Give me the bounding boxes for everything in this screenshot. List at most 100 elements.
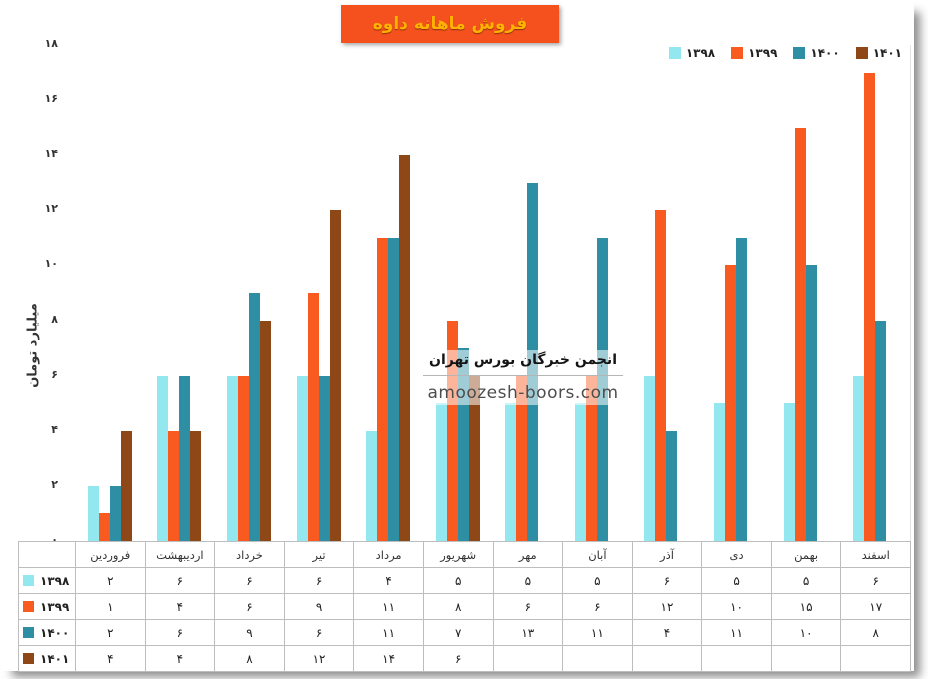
bar (157, 375, 169, 541)
bar (399, 155, 411, 541)
table-cell: ۶ (215, 568, 285, 594)
series-label: ۱۳۹۸ (19, 568, 76, 594)
month-header: اسفند (841, 542, 911, 568)
table-cell: ۶ (841, 568, 911, 594)
table-cell: ۴ (354, 568, 424, 594)
bar (574, 403, 586, 541)
legend-label: ۱۴۰۱ (872, 46, 902, 60)
bar (805, 265, 817, 541)
table-cell: ۹ (284, 594, 355, 620)
table-cell (771, 646, 842, 672)
table-cell: ۶ (215, 594, 285, 620)
table-cell (702, 646, 772, 672)
y-tick-label: ۰ (51, 533, 58, 546)
watermark-org-text: انجمن خبرگان بورس تهران (429, 352, 617, 368)
bar (120, 430, 132, 541)
y-axis-title: میلیارد تومان (25, 303, 41, 388)
bar (366, 430, 378, 541)
table-cell: ۱۷ (841, 594, 911, 620)
bar (468, 375, 480, 541)
series-swatch (23, 627, 34, 638)
table-cell: ۴ (145, 594, 216, 620)
table-corner (19, 542, 76, 568)
bar (783, 403, 795, 541)
bar (516, 375, 528, 541)
month-header: مرداد (354, 542, 424, 568)
legend-item: ۱۳۹۸ (668, 46, 716, 60)
series-swatch (23, 575, 34, 586)
bar (168, 430, 180, 541)
table-cell: ۶ (284, 568, 355, 594)
plot-area (75, 45, 911, 541)
table-cell: ۵ (563, 568, 633, 594)
legend-item: ۱۴۰۱ (855, 46, 902, 60)
bar (585, 375, 597, 541)
table-cell: ۸ (215, 646, 285, 672)
month-header: فروردین (76, 542, 146, 568)
table-cell: ۱۰ (702, 594, 772, 620)
bar (307, 293, 319, 541)
legend-label: ۱۴۰۰ (810, 46, 840, 60)
table-cell: ۷ (423, 620, 494, 646)
legend-item: ۱۴۰۰ (793, 46, 840, 60)
legend-swatch (731, 47, 744, 59)
table-cell (632, 646, 703, 672)
month-header: شهریور (423, 542, 494, 568)
bar (318, 375, 330, 541)
bar (666, 430, 678, 541)
bar (853, 375, 865, 541)
bar (388, 237, 400, 541)
bar (237, 375, 249, 541)
y-tick-label: ۸ (51, 312, 58, 326)
bar (329, 210, 341, 541)
watermark: انجمن خبرگان بورس تهران amoozesh-boors.c… (415, 350, 631, 405)
table-cell: ۵ (771, 568, 842, 594)
table-cell: ۱۴ (354, 646, 424, 672)
table-cell: ۵ (702, 568, 772, 594)
table-cell: ۴ (632, 620, 703, 646)
month-header: آبان (563, 542, 633, 568)
table-cell: ۶ (563, 594, 633, 620)
bar (98, 513, 110, 541)
table-cell: ۸ (423, 594, 494, 620)
table-cell: ۸ (841, 620, 911, 646)
table-cell: ۵ (493, 568, 564, 594)
month-header: دی (702, 542, 772, 568)
bar (226, 375, 238, 541)
bar (644, 375, 656, 541)
bar (179, 375, 191, 541)
month-header: آذر (632, 542, 703, 568)
bar (248, 293, 260, 541)
chart-title: فروش ماهانه داوه (372, 14, 528, 34)
bar (875, 320, 887, 541)
legend-item: ۱۳۹۹ (731, 46, 777, 60)
month-header: مهر (493, 542, 564, 568)
table-cell (841, 646, 911, 672)
bar (87, 485, 99, 541)
table-cell: ۲ (76, 568, 146, 594)
bar (736, 237, 748, 541)
table-cell: ۹ (215, 620, 285, 646)
month-header: تیر (284, 542, 355, 568)
watermark-url-text: amoozesh-boors.com (427, 383, 619, 403)
table-cell: ۱۲ (284, 646, 355, 672)
bar (190, 430, 202, 541)
bar (109, 485, 121, 541)
series-label: ۱۴۰۱ (19, 646, 76, 672)
table-cell: ۲ (76, 620, 146, 646)
series-label: ۱۴۰۰ (19, 620, 76, 646)
y-tick-label: ۴ (51, 422, 58, 436)
legend-label: ۱۳۹۸ (685, 46, 716, 60)
bar (505, 403, 517, 541)
y-tick-label: ۱۰ (44, 257, 58, 271)
y-tick-label: ۱۶ (44, 92, 58, 106)
month-header: اردیبهشت (145, 542, 216, 568)
table-cell: ۱۱ (354, 594, 424, 620)
bar (714, 403, 726, 541)
table-cell: ۶ (632, 568, 703, 594)
table-cell: ۴ (145, 646, 216, 672)
series-swatch (23, 601, 34, 612)
bar (655, 210, 667, 541)
data-table: فروردین اردیبهشت خرداد تیر مرداد شهریور مهر آبا… (18, 541, 911, 672)
month-header: خرداد (215, 542, 285, 568)
